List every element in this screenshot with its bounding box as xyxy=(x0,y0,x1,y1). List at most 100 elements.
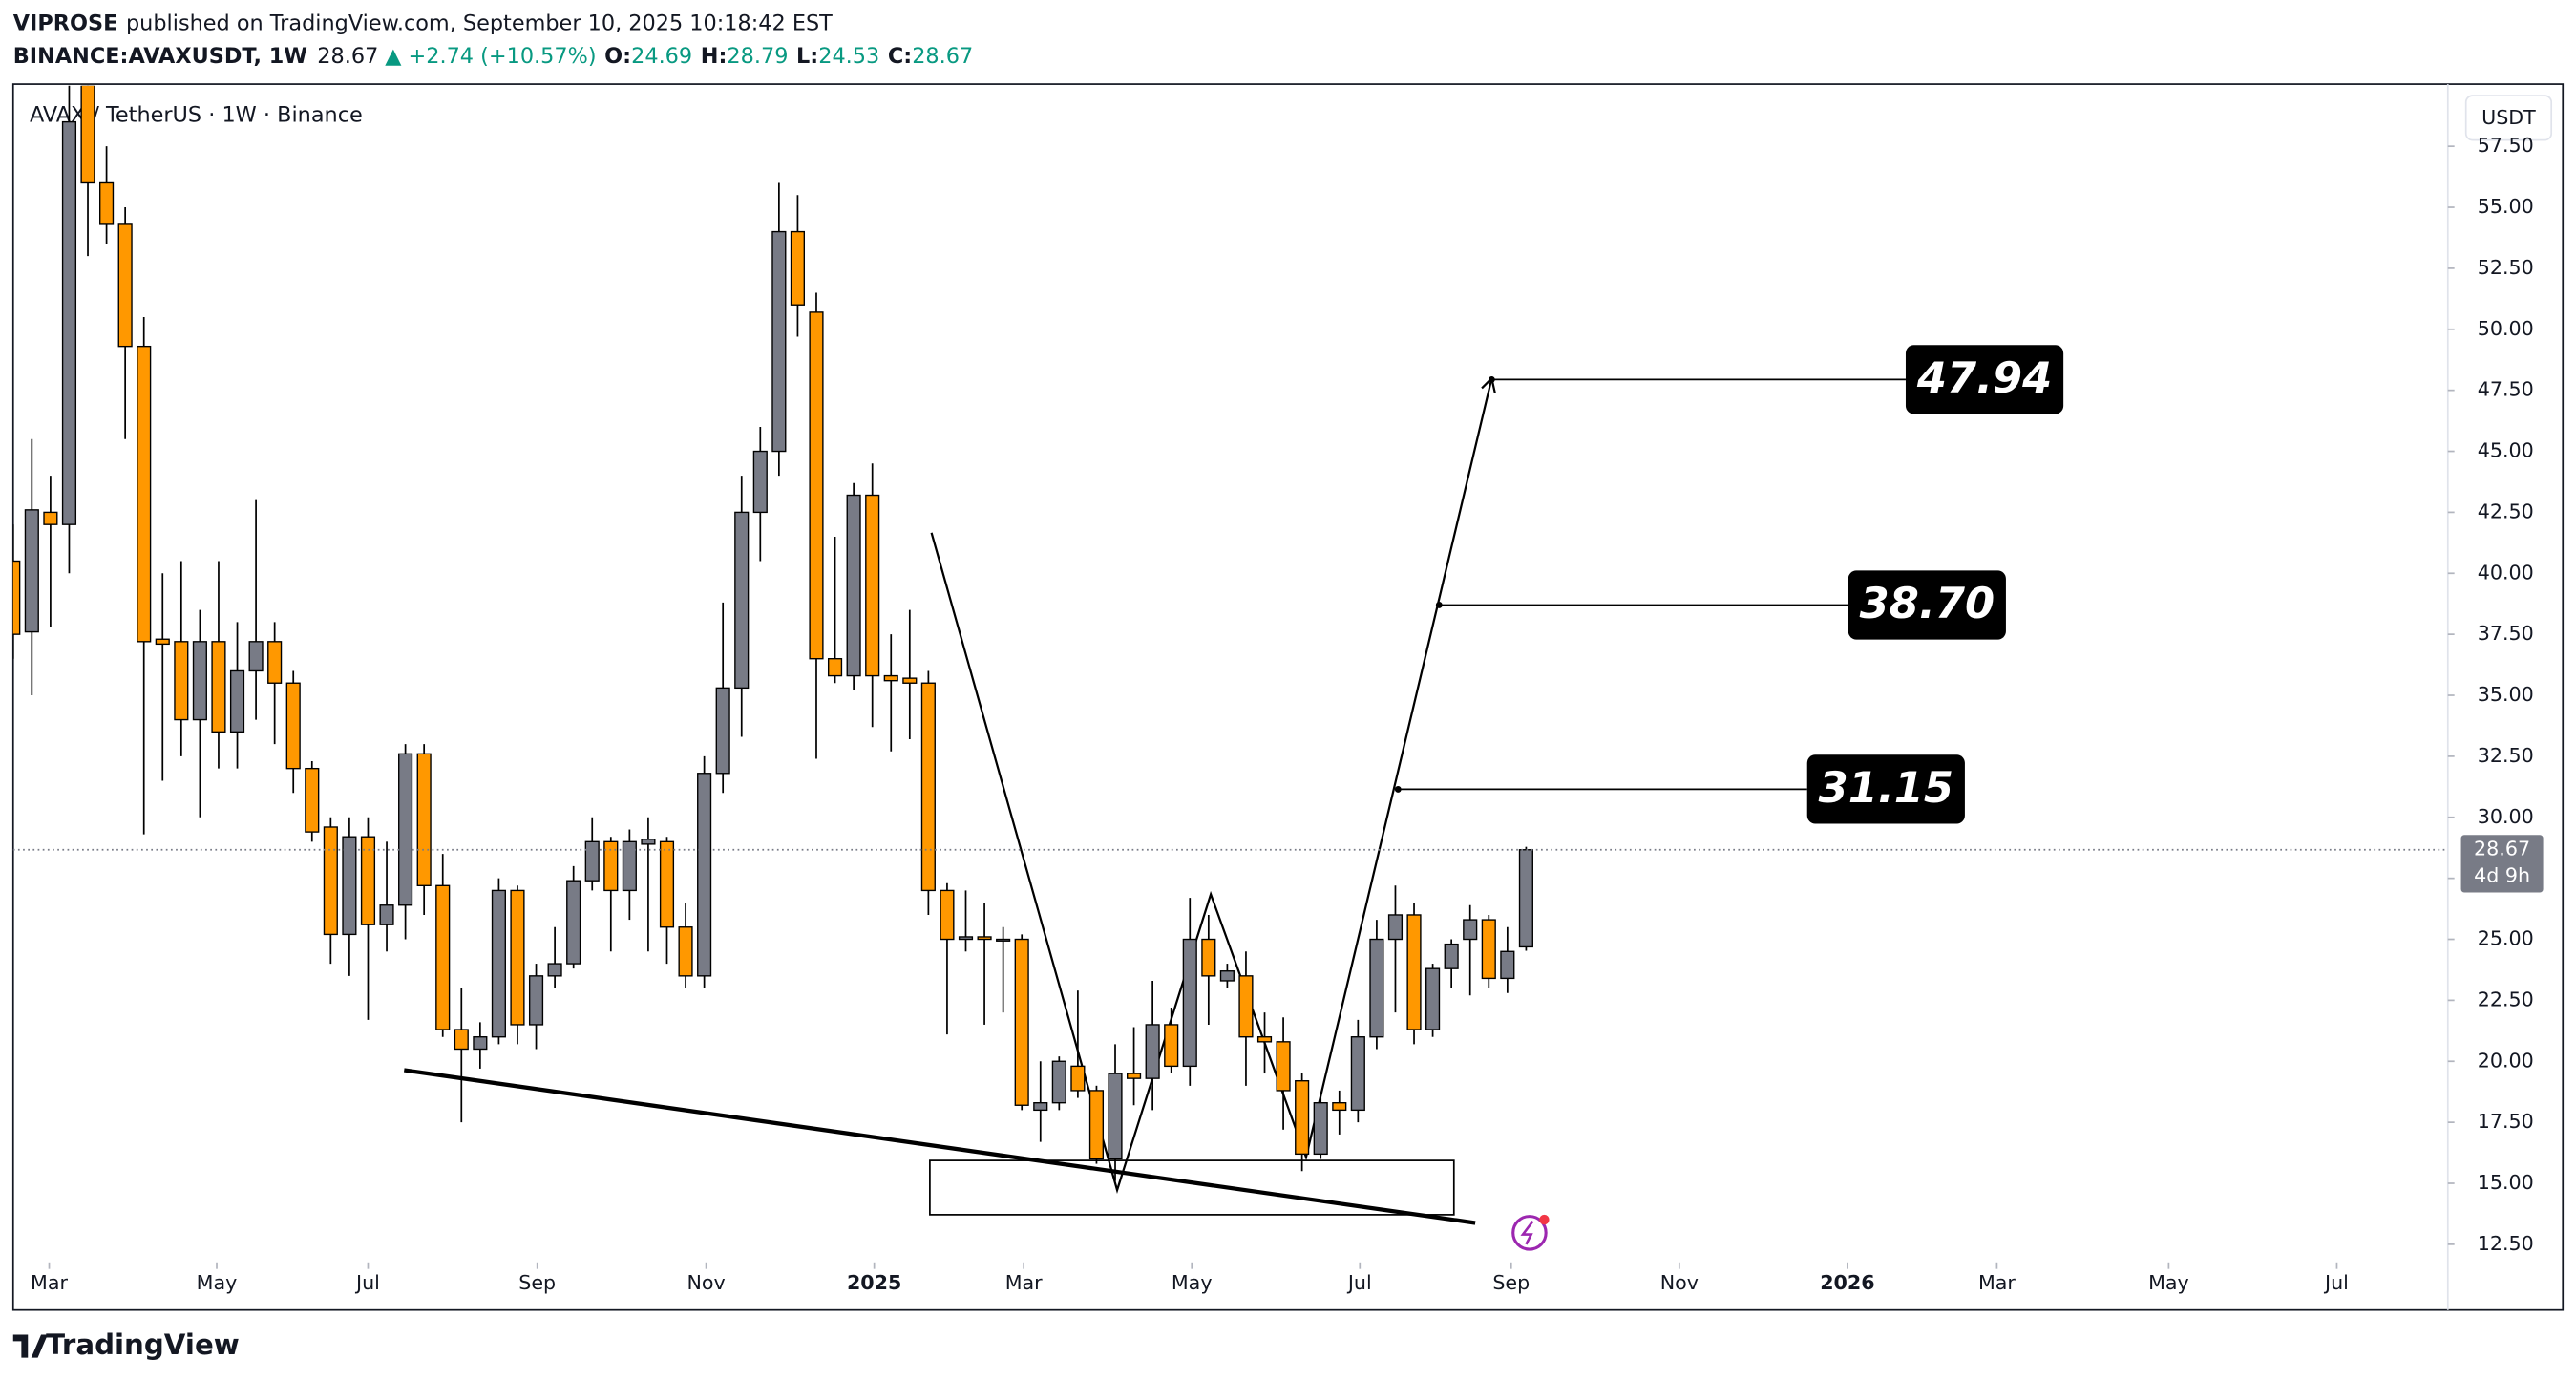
y-tick-label: 55.00 xyxy=(2478,195,2534,218)
candle-body xyxy=(734,511,750,690)
candle-body xyxy=(192,641,207,721)
candle-body xyxy=(1406,914,1422,1030)
icon-bolt xyxy=(1520,1220,1534,1245)
x-tick-label: Sep xyxy=(518,1271,556,1294)
currency-button[interactable] xyxy=(2464,95,2553,141)
countdown: 4d 9h xyxy=(2474,863,2530,886)
candle-body xyxy=(1256,1036,1273,1043)
candle-body xyxy=(846,494,861,677)
candle-body xyxy=(902,677,918,684)
last-price-tag xyxy=(2460,835,2544,893)
candle-body xyxy=(920,682,936,892)
candle-body xyxy=(528,975,544,1026)
last-price-label: 28.67 xyxy=(2474,838,2530,860)
candles xyxy=(12,85,1533,1181)
candle-body xyxy=(174,641,189,721)
x-tick-label: Mar xyxy=(1978,1271,2016,1294)
candle-body xyxy=(603,840,619,892)
x-tick-label: May xyxy=(2148,1271,2189,1294)
x-tick-label: Mar xyxy=(31,1271,68,1294)
candle-body xyxy=(977,936,992,941)
candle-body xyxy=(678,926,693,977)
candle-body xyxy=(641,839,656,845)
candle-body xyxy=(80,85,95,184)
candle-body xyxy=(1369,938,1384,1038)
candle-body xyxy=(1127,1073,1142,1079)
candle-body xyxy=(1444,943,1459,969)
symbol-line: BINANCE:AVAXUSDT, 1W 28.67 ▲ +2.74 (+10.57… xyxy=(13,43,973,68)
candle-body xyxy=(659,840,675,928)
candle-body xyxy=(435,884,451,1030)
candle-body xyxy=(1088,1090,1105,1160)
candle-body xyxy=(491,889,506,1038)
candle-body xyxy=(1182,938,1197,1068)
author: VIPROSE xyxy=(13,11,118,35)
candle-body xyxy=(323,826,338,936)
candle-body xyxy=(865,494,880,677)
support-box xyxy=(929,1159,1455,1216)
candle-body xyxy=(229,669,245,733)
candle-body xyxy=(211,641,226,733)
y-tick-label: 30.00 xyxy=(2478,805,2534,828)
candle-body xyxy=(1425,967,1441,1030)
ohlc-key: H: xyxy=(701,43,728,68)
candle-body xyxy=(827,658,843,677)
target-label: 38.70 xyxy=(1860,578,1995,628)
x-tick-label: Jul xyxy=(354,1271,380,1294)
candle-body xyxy=(510,889,525,1026)
change: ▲ +2.74 (+10.57%) xyxy=(385,43,596,68)
candle-body xyxy=(1238,975,1254,1038)
candle-body xyxy=(622,840,637,892)
y-tick-label: 17.50 xyxy=(2478,1110,2534,1133)
y-tick-label: 22.50 xyxy=(2478,988,2534,1010)
candle-body xyxy=(1500,950,1515,980)
candle-body xyxy=(1463,919,1478,941)
y-tick-label: 57.50 xyxy=(2478,134,2534,157)
candle-body xyxy=(248,641,264,672)
candle-body xyxy=(473,1036,488,1051)
candle-body xyxy=(1201,938,1216,977)
candle-body xyxy=(752,450,768,514)
candle-body xyxy=(12,560,21,635)
y-tick-label: 32.50 xyxy=(2478,744,2534,767)
candle-body xyxy=(1070,1065,1086,1092)
y-tick-label: 15.00 xyxy=(2478,1171,2534,1194)
candle-body xyxy=(99,181,115,225)
candle-body xyxy=(1350,1036,1365,1112)
icon-dot xyxy=(1539,1214,1550,1225)
ohlc-value: 28.67 xyxy=(912,43,973,68)
x-tick-label: May xyxy=(1172,1271,1213,1294)
candle-body xyxy=(360,836,376,925)
candle-body xyxy=(809,311,824,660)
x-tick-label: Nov xyxy=(686,1271,725,1294)
candle-body xyxy=(342,836,357,936)
candle-body xyxy=(117,223,133,348)
candle-body xyxy=(715,687,730,775)
lightning-icon[interactable] xyxy=(1511,1214,1550,1251)
target-label: 47.94 xyxy=(1916,352,2052,403)
candle-body xyxy=(547,963,562,977)
candle-body xyxy=(1313,1102,1328,1156)
candle-body xyxy=(697,773,712,977)
target-label: 31.15 xyxy=(1819,762,1953,813)
target-point xyxy=(1394,785,1402,793)
ohlc-key: L: xyxy=(796,43,818,68)
y-tick-label: 40.00 xyxy=(2478,561,2534,584)
candle-body xyxy=(566,880,581,965)
brand: TradingView xyxy=(46,1328,240,1361)
x-tick-label: 2026 xyxy=(1820,1271,1874,1294)
candle-body xyxy=(1108,1073,1123,1160)
target-point xyxy=(1435,602,1443,608)
projection-path xyxy=(930,377,1493,1194)
candle-body xyxy=(305,767,320,833)
candle-body xyxy=(1332,1102,1347,1112)
candle-body xyxy=(996,938,1011,942)
y-tick-label: 12.50 xyxy=(2478,1232,2534,1255)
brand-logo xyxy=(12,1334,48,1358)
ohlc-value: 24.53 xyxy=(818,43,879,68)
y-tick-label: 42.50 xyxy=(2478,499,2534,522)
icon-ring xyxy=(1511,1215,1548,1251)
candle-body xyxy=(1276,1041,1291,1092)
x-tick-label: Sep xyxy=(1492,1271,1530,1294)
